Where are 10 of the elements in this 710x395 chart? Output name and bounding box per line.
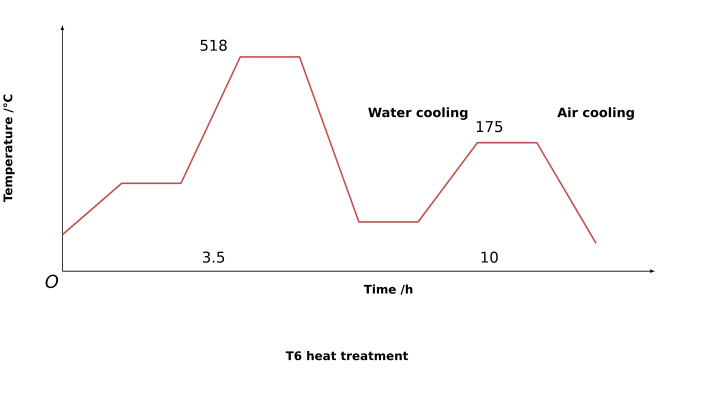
annotation: 3.5 (202, 251, 224, 263)
text: 518 (200, 39, 227, 51)
annotation: 10 (482, 251, 498, 263)
annotation: 175 (476, 120, 502, 132)
y-axis-title: Temperature /℃ (3, 94, 15, 202)
text: O (46, 274, 58, 288)
x-axis-title: Time /h (364, 284, 412, 294)
text: T6 heat treatment (286, 350, 408, 360)
annotation: Air cooling (557, 107, 634, 120)
annotation: Water cooling (368, 107, 468, 120)
